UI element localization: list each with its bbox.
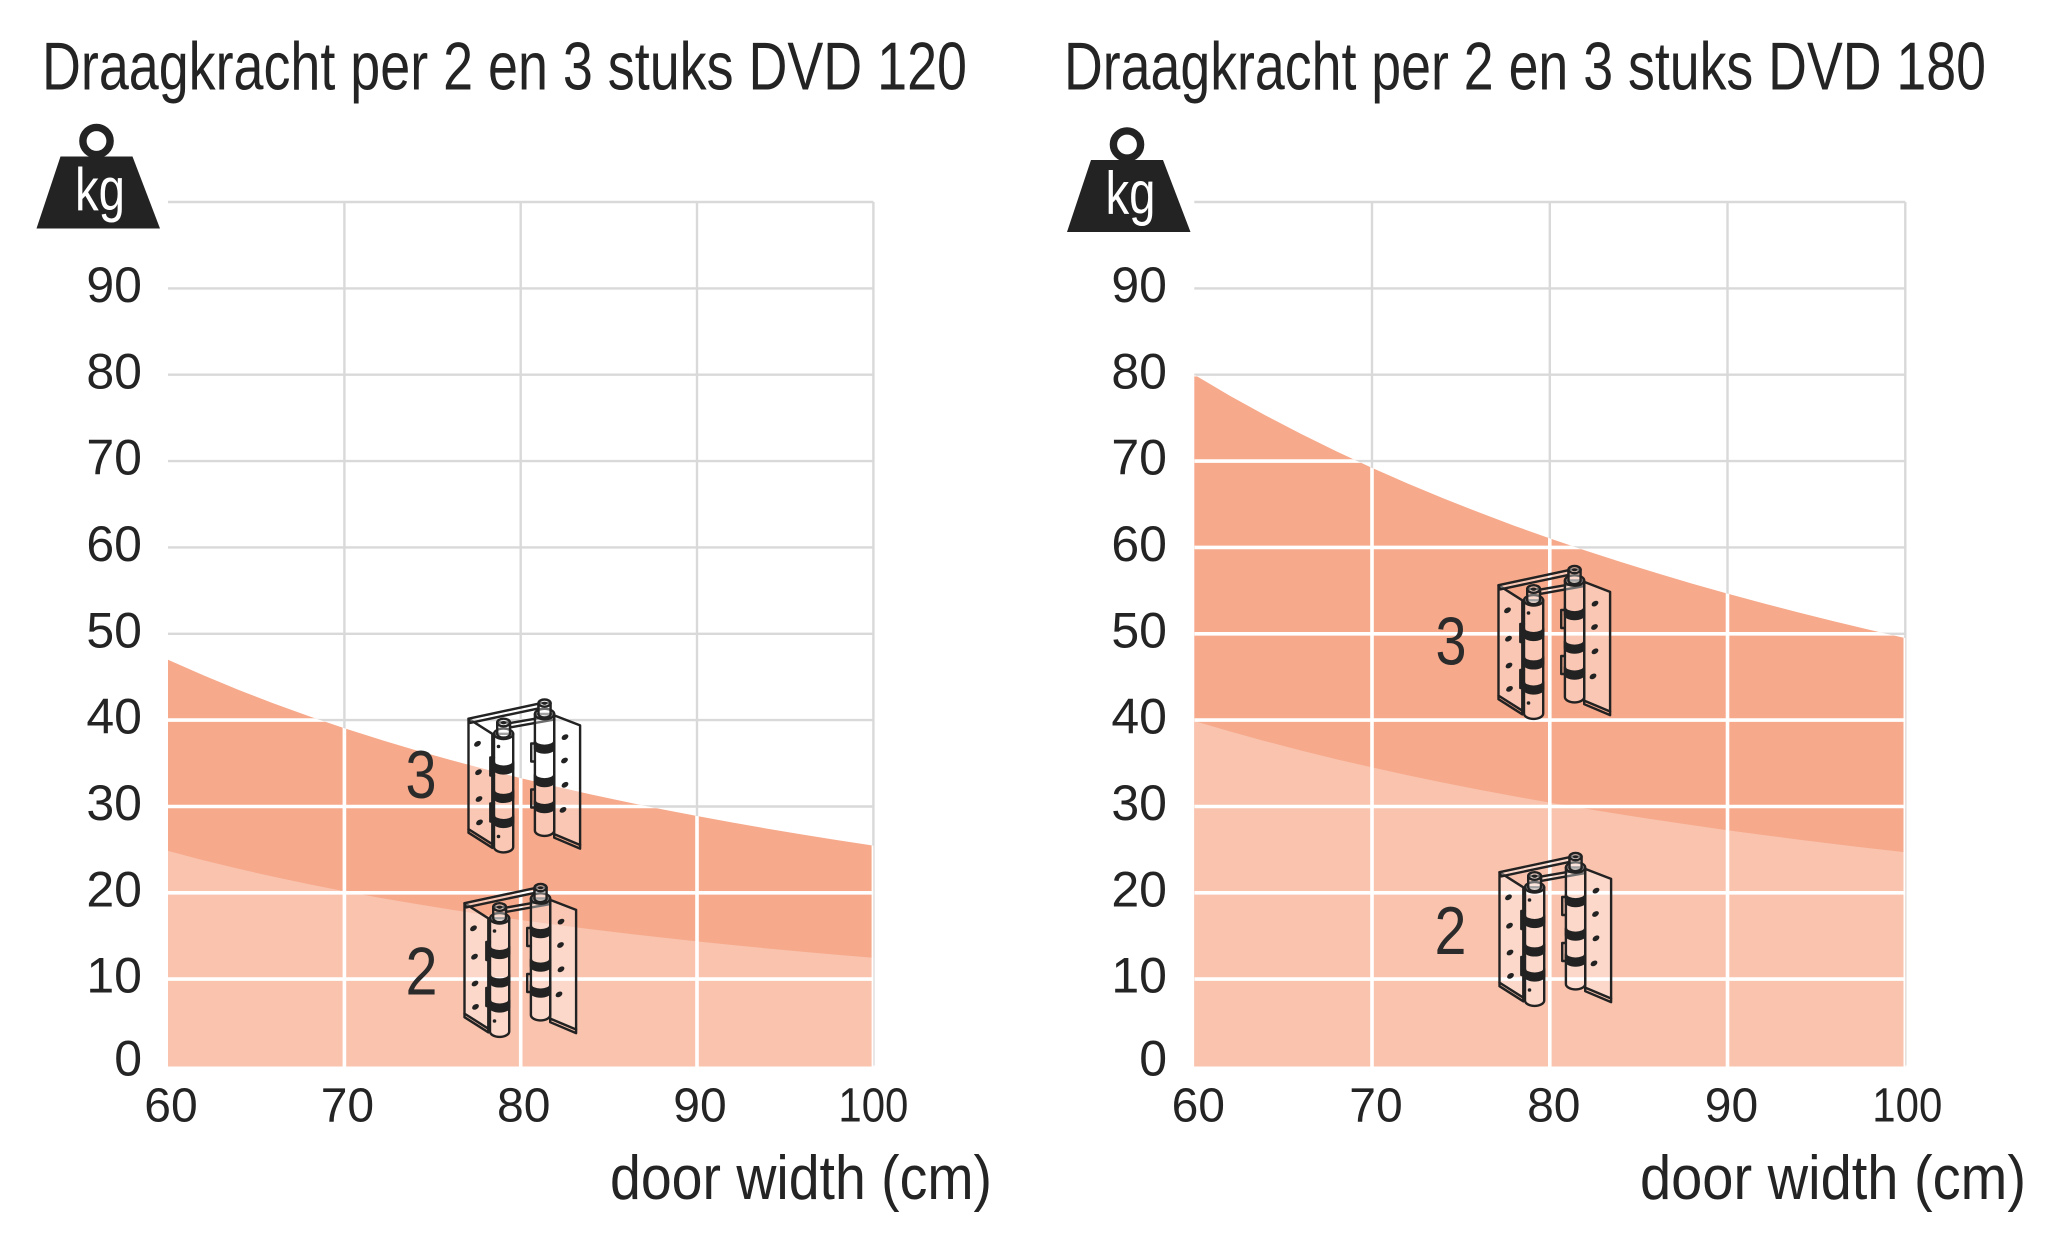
svg-text:40: 40 (86, 689, 142, 745)
svg-text:2: 2 (406, 934, 438, 1010)
svg-text:0: 0 (1139, 1031, 1167, 1087)
svg-text:40: 40 (1111, 689, 1167, 745)
svg-text:0: 0 (114, 1031, 142, 1087)
svg-text:2: 2 (1435, 893, 1467, 969)
svg-text:10: 10 (86, 948, 142, 1004)
svg-text:3: 3 (1436, 604, 1467, 680)
svg-text:60: 60 (144, 1080, 197, 1133)
svg-text:20: 20 (86, 861, 142, 917)
svg-text:20: 20 (1111, 861, 1167, 917)
svg-text:80: 80 (1527, 1080, 1580, 1133)
svg-text:10: 10 (1111, 948, 1167, 1004)
svg-text:Draagkracht per 2 en 3 stuks D: Draagkracht per 2 en 3 stuks DVD 180 (1064, 29, 1986, 105)
svg-text:90: 90 (1111, 257, 1167, 313)
svg-text:50: 50 (1111, 602, 1167, 658)
svg-text:60: 60 (1111, 516, 1167, 572)
svg-text:70: 70 (1111, 430, 1167, 486)
svg-text:100: 100 (838, 1080, 908, 1133)
svg-text:Draagkracht per 2 en 3 stuks D: Draagkracht per 2 en 3 stuks DVD 120 (42, 29, 967, 105)
svg-text:80: 80 (1111, 343, 1167, 399)
svg-text:60: 60 (86, 516, 142, 572)
svg-text:door width (cm): door width (cm) (610, 1144, 992, 1213)
svg-text:80: 80 (86, 343, 142, 399)
svg-text:30: 30 (1111, 775, 1167, 831)
svg-text:50: 50 (86, 602, 142, 658)
svg-text:70: 70 (86, 430, 142, 486)
svg-text:90: 90 (86, 257, 142, 313)
svg-text:70: 70 (321, 1080, 374, 1133)
svg-text:100: 100 (1872, 1080, 1942, 1133)
svg-text:3: 3 (406, 737, 437, 813)
svg-text:60: 60 (1172, 1080, 1225, 1133)
svg-text:80: 80 (497, 1080, 550, 1133)
svg-text:door width (cm): door width (cm) (1640, 1144, 2026, 1213)
svg-text:70: 70 (1349, 1080, 1402, 1133)
svg-text:90: 90 (673, 1080, 726, 1133)
svg-text:90: 90 (1705, 1080, 1758, 1133)
svg-text:30: 30 (86, 775, 142, 831)
